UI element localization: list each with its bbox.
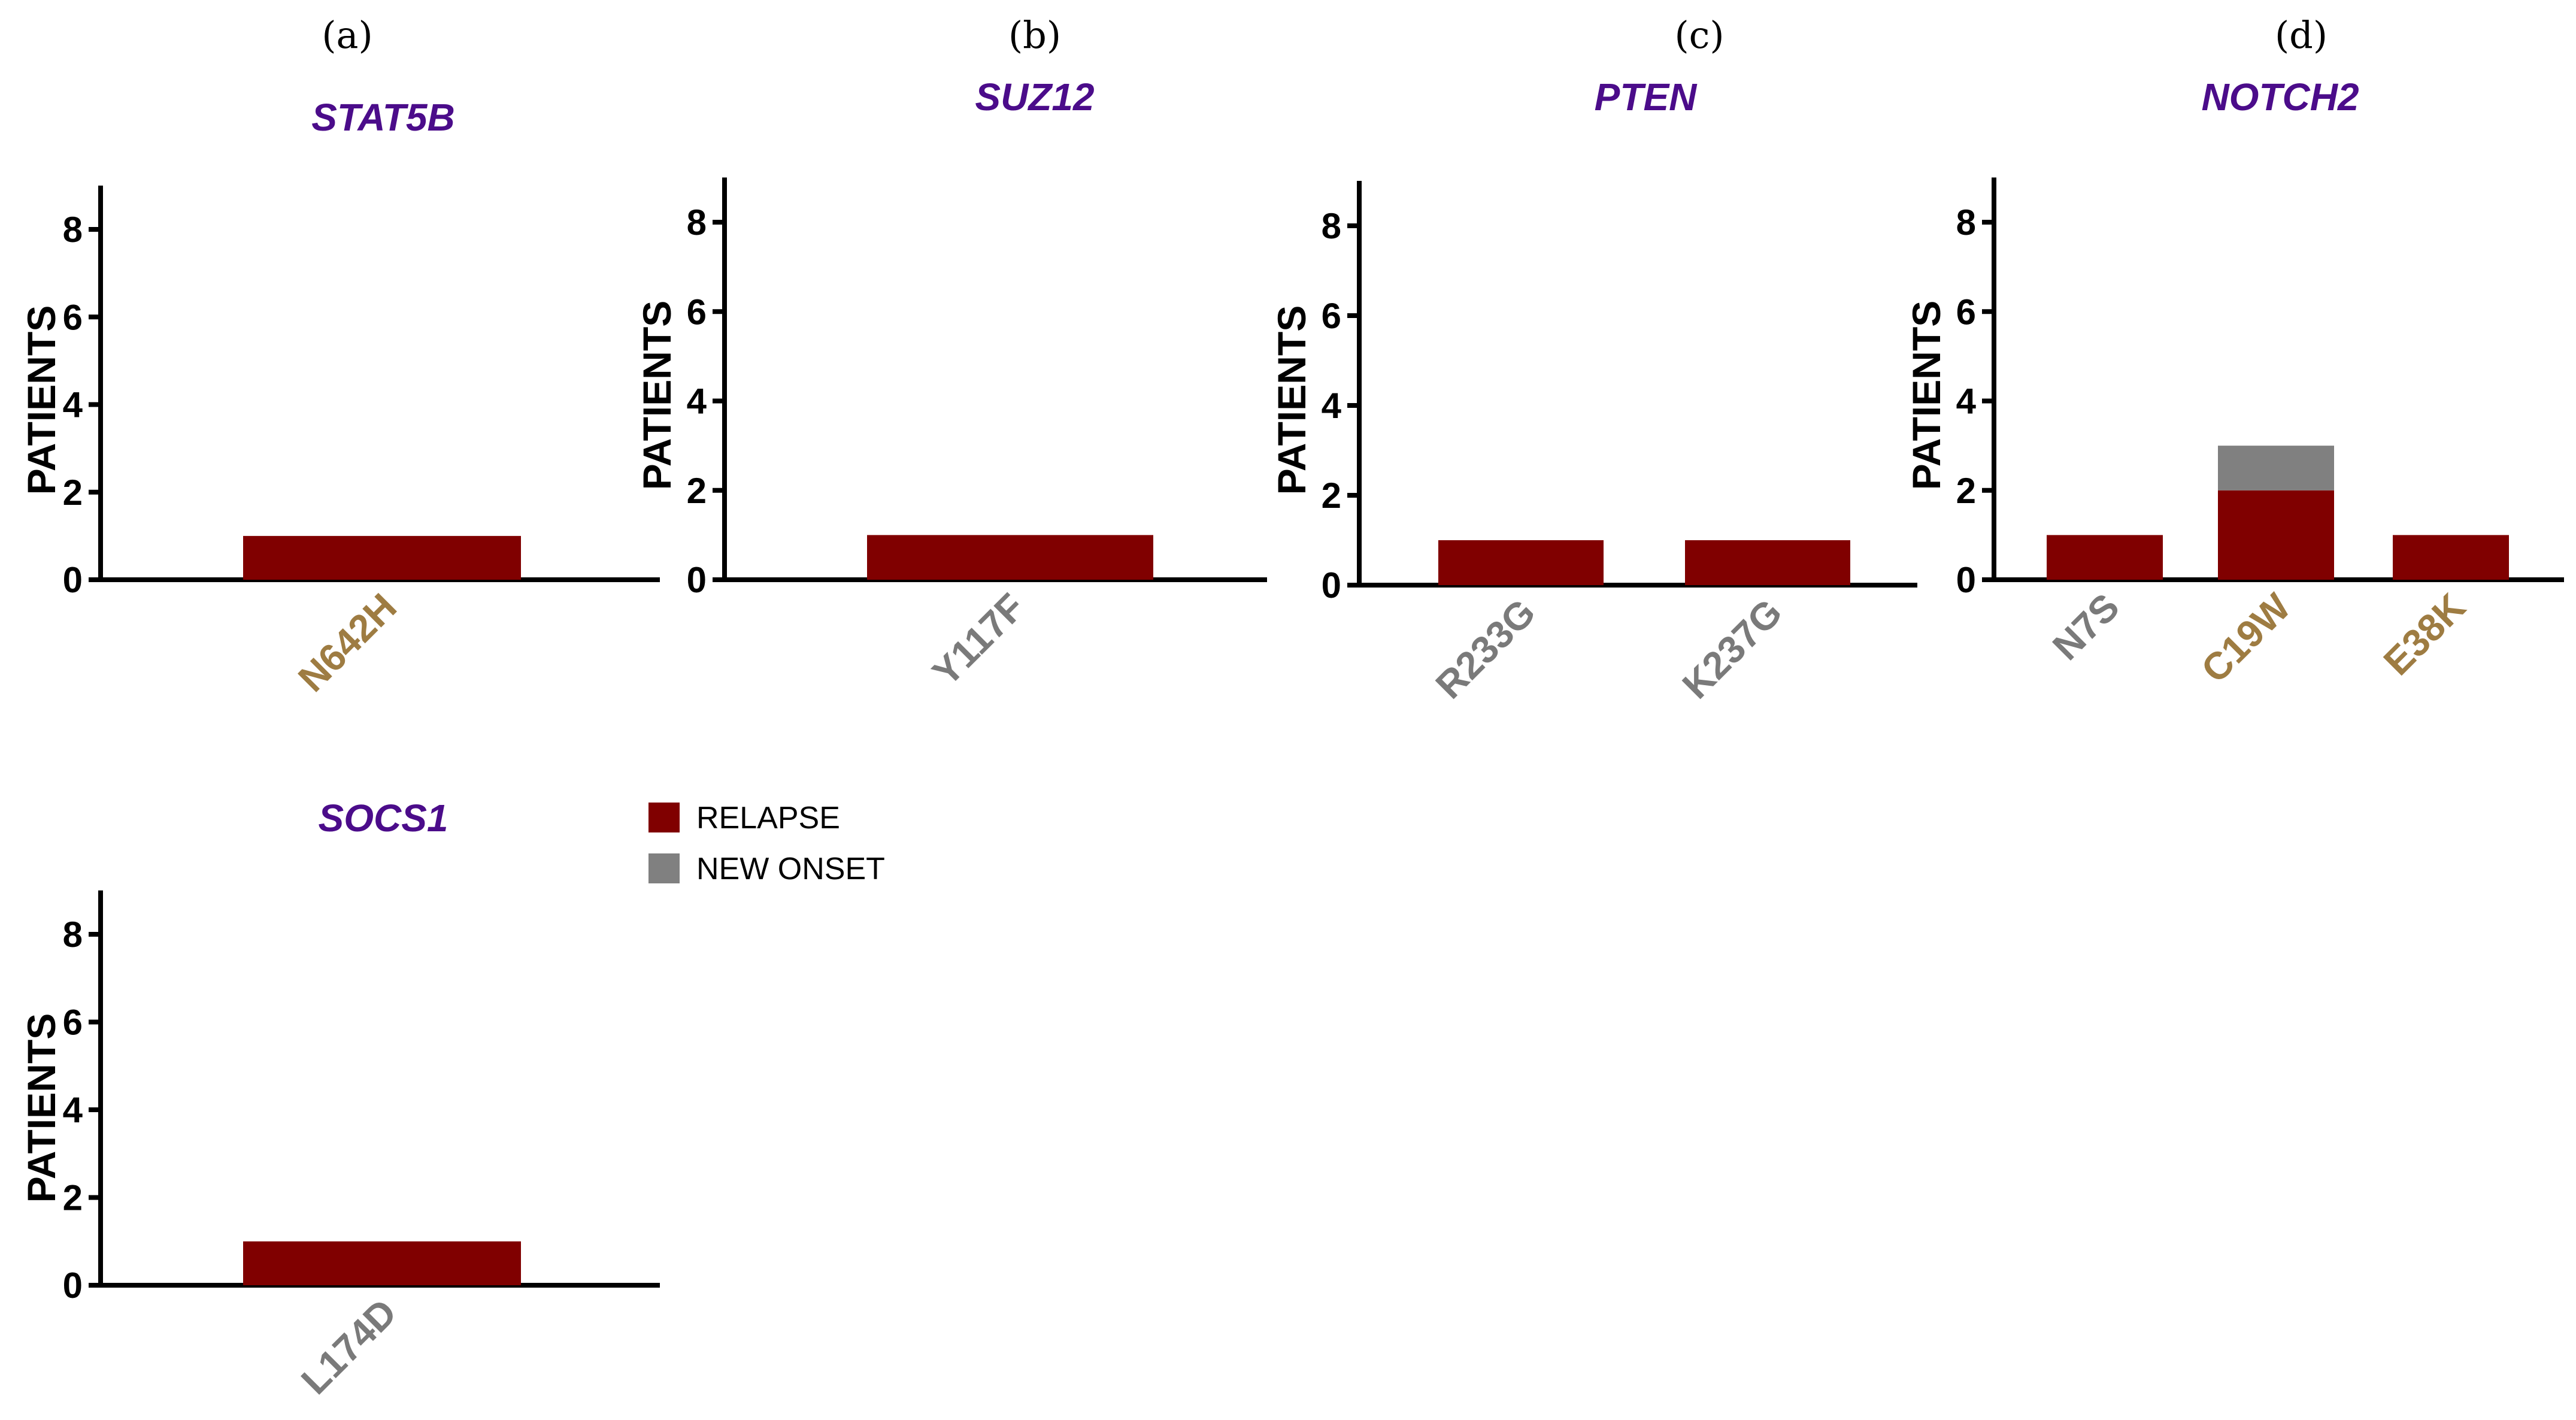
y-tick-label: 0 [63,560,83,600]
x-tick-label: C19W [2193,585,2299,691]
y-tick-label: 4 [1322,386,1342,426]
bar-relapse-l174d [243,1241,521,1285]
bar-relapse-e38k [2393,535,2509,580]
gene-title: SUZ12 [975,75,1094,119]
y-tick-label: 8 [1322,206,1341,246]
y-tick-label: 0 [1322,565,1341,605]
y-tick-label: 4 [687,382,707,422]
y-axis-label: PATIENTS [19,1013,63,1203]
panel-letter: (d) [2275,13,2328,57]
y-tick-label: 6 [1322,296,1341,336]
x-tick-label: L174D [293,1291,405,1403]
chart-panel-2: (b) SUZ12 PATIENTS 0 2 4 6 8 Y117F [635,13,1267,694]
y-axis-label: PATIENTS [1269,305,1314,495]
chart-panel-4: (d) NOTCH2 PATIENTS 0 2 4 6 8 N7S C19W E38K [1904,13,2564,691]
bar-relapse-n7s [2047,535,2163,580]
panel-letter: (a) [322,13,372,57]
y-tick-label: 4 [63,1090,83,1130]
bar-relapse-c19w [2218,490,2334,580]
legend-label-new-onset: NEW ONSET [696,852,885,886]
y-tick-label: 8 [1956,202,1976,243]
x-tick-label: K237G [1674,591,1790,707]
y-tick-label: 2 [63,1178,83,1218]
y-tick-label: 0 [63,1265,83,1306]
legend-swatch-new-onset [648,853,680,883]
legend: RELAPSE NEW ONSET [648,801,885,886]
x-tick-label: Y117F [924,585,1033,694]
x-tick-label: N7S [2044,585,2128,668]
y-axis-label: PATIENTS [635,301,679,491]
x-tick-label: N642H [290,585,405,700]
y-tick-label: 2 [687,471,707,511]
y-tick-label: 8 [63,915,83,955]
y-tick-label: 0 [1956,560,1976,600]
y-tick-label: 6 [687,292,707,332]
y-tick-label: 8 [63,210,83,250]
gene-title: STAT5B [311,96,454,139]
gene-title: PTEN [1595,75,1698,119]
y-tick-label: 4 [1956,382,1977,422]
bar-relapse-k237g [1685,540,1850,585]
y-tick-label: 2 [1322,476,1341,516]
gene-title: SOCS1 [319,797,448,840]
y-tick-label: 2 [63,473,83,513]
y-tick-label: 6 [63,297,83,337]
y-tick-label: 6 [63,1003,83,1043]
chart-panel-3: (c) PTEN PATIENTS 0 2 4 6 8 R233G K237G [1269,13,1917,707]
y-axis-label: PATIENTS [1904,301,1948,491]
x-tick-label: R233G [1428,591,1544,707]
chart-panel-5: SOCS1 PATIENTS 0 2 4 6 8 L174D [19,797,660,1403]
legend-label-relapse: RELAPSE [696,801,840,835]
y-tick-label: 0 [687,560,707,600]
gene-title: NOTCH2 [2201,75,2359,119]
y-tick-label: 6 [1956,292,1976,332]
y-axis-label: PATIENTS [19,305,63,495]
y-tick-label: 2 [1956,471,1976,511]
legend-swatch-relapse [648,803,680,832]
chart-panel-1: (a) STAT5B PATIENTS 0 2 4 6 8 N642H [19,13,660,700]
panel-letter: (b) [1008,13,1061,57]
bar-relapse-r233g [1438,540,1604,585]
bar-relapse-y117f [867,535,1153,580]
y-tick-label: 8 [687,202,707,243]
bar-relapse-n642h [243,535,521,580]
panel-letter: (c) [1674,13,1724,57]
y-tick-label: 4 [63,385,83,425]
bar-new-onset-c19w [2218,446,2334,491]
x-tick-label: E38K [2375,585,2474,683]
